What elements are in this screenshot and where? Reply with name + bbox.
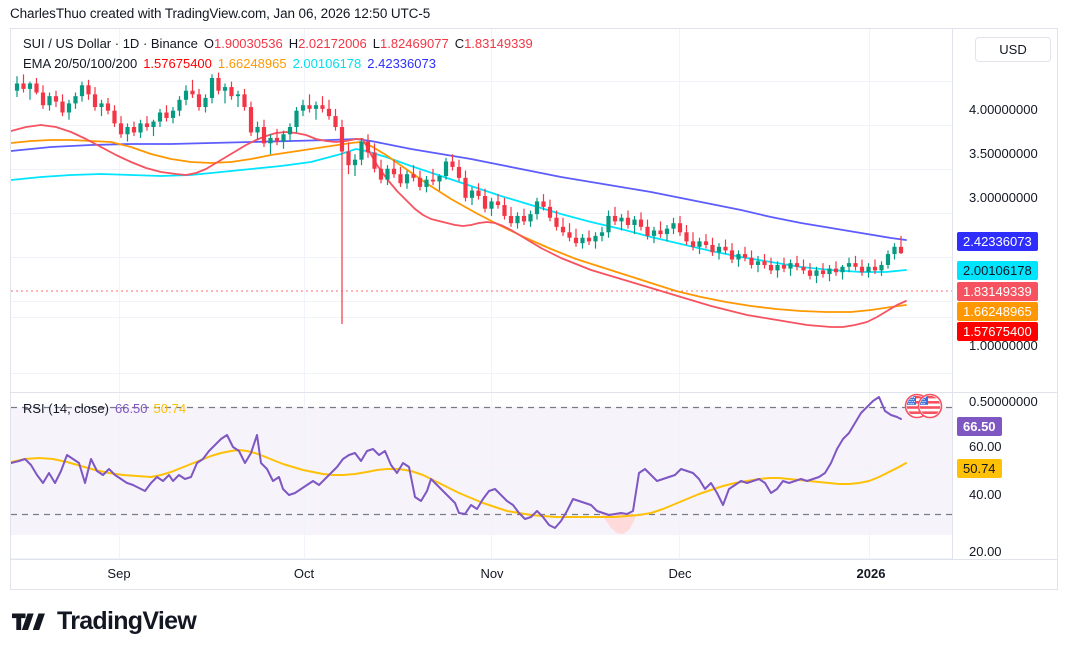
last-price-badge: 1.83149339 bbox=[957, 282, 1038, 301]
price-tick-3: 3.00000000 bbox=[969, 190, 1038, 205]
rsi-ma-line bbox=[11, 449, 907, 518]
price-tick-1: 1.00000000 bbox=[969, 338, 1038, 353]
price-scale-separator bbox=[952, 29, 953, 559]
rsi-tick-60: 60.00 bbox=[969, 439, 1002, 454]
rsi-line bbox=[11, 396, 902, 529]
time-scale-separator bbox=[11, 559, 1057, 560]
tradingview-footer: TradingView bbox=[12, 607, 197, 636]
price-tick-4: 4.00000000 bbox=[969, 102, 1038, 117]
ema50-line bbox=[11, 139, 907, 313]
ema100-line bbox=[11, 148, 907, 273]
price-chart-svg bbox=[11, 29, 952, 392]
pane-divider bbox=[11, 392, 1057, 393]
rsi-ma-value-badge: 50.74 bbox=[957, 459, 1002, 478]
time-label-oct: Oct bbox=[293, 566, 315, 581]
ema20-price-badge: 1.57675400 bbox=[957, 322, 1038, 341]
time-label-dec: Dec bbox=[668, 566, 692, 581]
tradingview-logo-icon bbox=[12, 611, 48, 633]
time-label-sep: Sep bbox=[107, 566, 131, 581]
rsi-pane[interactable] bbox=[11, 393, 952, 559]
price-tick-3-5: 3.50000000 bbox=[969, 146, 1038, 161]
price-tick-0-5: 0.50000000 bbox=[969, 394, 1038, 409]
candlestick-series bbox=[14, 72, 904, 324]
price-scale[interactable]: USD 4.00000000 3.50000000 3.00000000 2.5… bbox=[953, 29, 1058, 559]
time-label-2026: 2026 bbox=[856, 566, 886, 581]
rsi-grid-horizontal bbox=[11, 470, 952, 559]
ema200-price-badge: 2.42336073 bbox=[957, 232, 1038, 251]
tradingview-wordmark: TradingView bbox=[57, 607, 197, 635]
rsi-tick-40: 40.00 bbox=[969, 487, 1002, 502]
rsi-chart-svg bbox=[11, 393, 952, 559]
attribution-text: CharlesThuo created with TradingView.com… bbox=[10, 6, 431, 21]
time-label-nov: Nov bbox=[480, 566, 504, 581]
price-grid-horizontal bbox=[11, 81, 952, 374]
currency-unit-button[interactable]: USD bbox=[975, 37, 1051, 62]
rsi-value-badge: 66.50 bbox=[957, 417, 1002, 436]
ema20-line bbox=[11, 124, 907, 328]
rsi-oversold-fill bbox=[601, 514, 637, 534]
price-grid-vertical bbox=[119, 29, 870, 392]
ema200-line bbox=[11, 138, 907, 241]
rsi-tick-20: 20.00 bbox=[969, 544, 1002, 559]
ema50-price-badge: 1.66248965 bbox=[957, 302, 1038, 321]
rsi-grid-vertical bbox=[119, 393, 870, 559]
ema100-price-badge: 2.00106178 bbox=[957, 261, 1038, 280]
price-pane[interactable] bbox=[11, 29, 952, 392]
us-economic-event-flag-icon[interactable] bbox=[904, 392, 944, 420]
time-scale[interactable]: Sep Oct Nov Dec 2026 bbox=[11, 560, 1057, 589]
chart-frame: SUI / US Dollar · 1D · Binance O1.9003053… bbox=[10, 28, 1058, 590]
